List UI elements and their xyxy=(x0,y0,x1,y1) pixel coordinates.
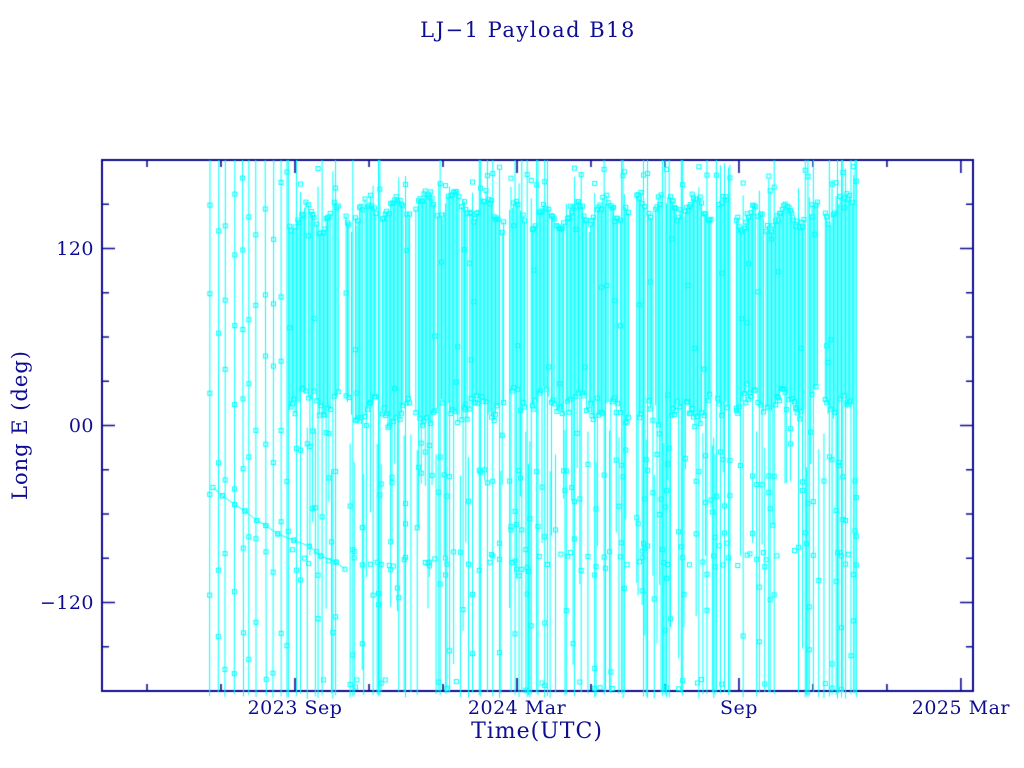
x-tick-label-2024-mar: 2024 Mar xyxy=(467,697,567,719)
x-tick-label-2025-mar: 2025 Mar xyxy=(911,697,1011,719)
y-tick-label-120: 120 xyxy=(56,237,94,260)
y-tick-label-00: 00 xyxy=(68,414,94,437)
x-tick-label-2023-sep: 2023 Sep xyxy=(247,697,343,719)
chart-title: LJ−1 Payload B18 xyxy=(420,18,636,42)
y-tick-label-neg-120: −120 xyxy=(39,591,94,614)
x-axis-label: Time(UTC) xyxy=(471,719,603,744)
x-tick-label-2024-sep: Sep xyxy=(719,697,758,719)
